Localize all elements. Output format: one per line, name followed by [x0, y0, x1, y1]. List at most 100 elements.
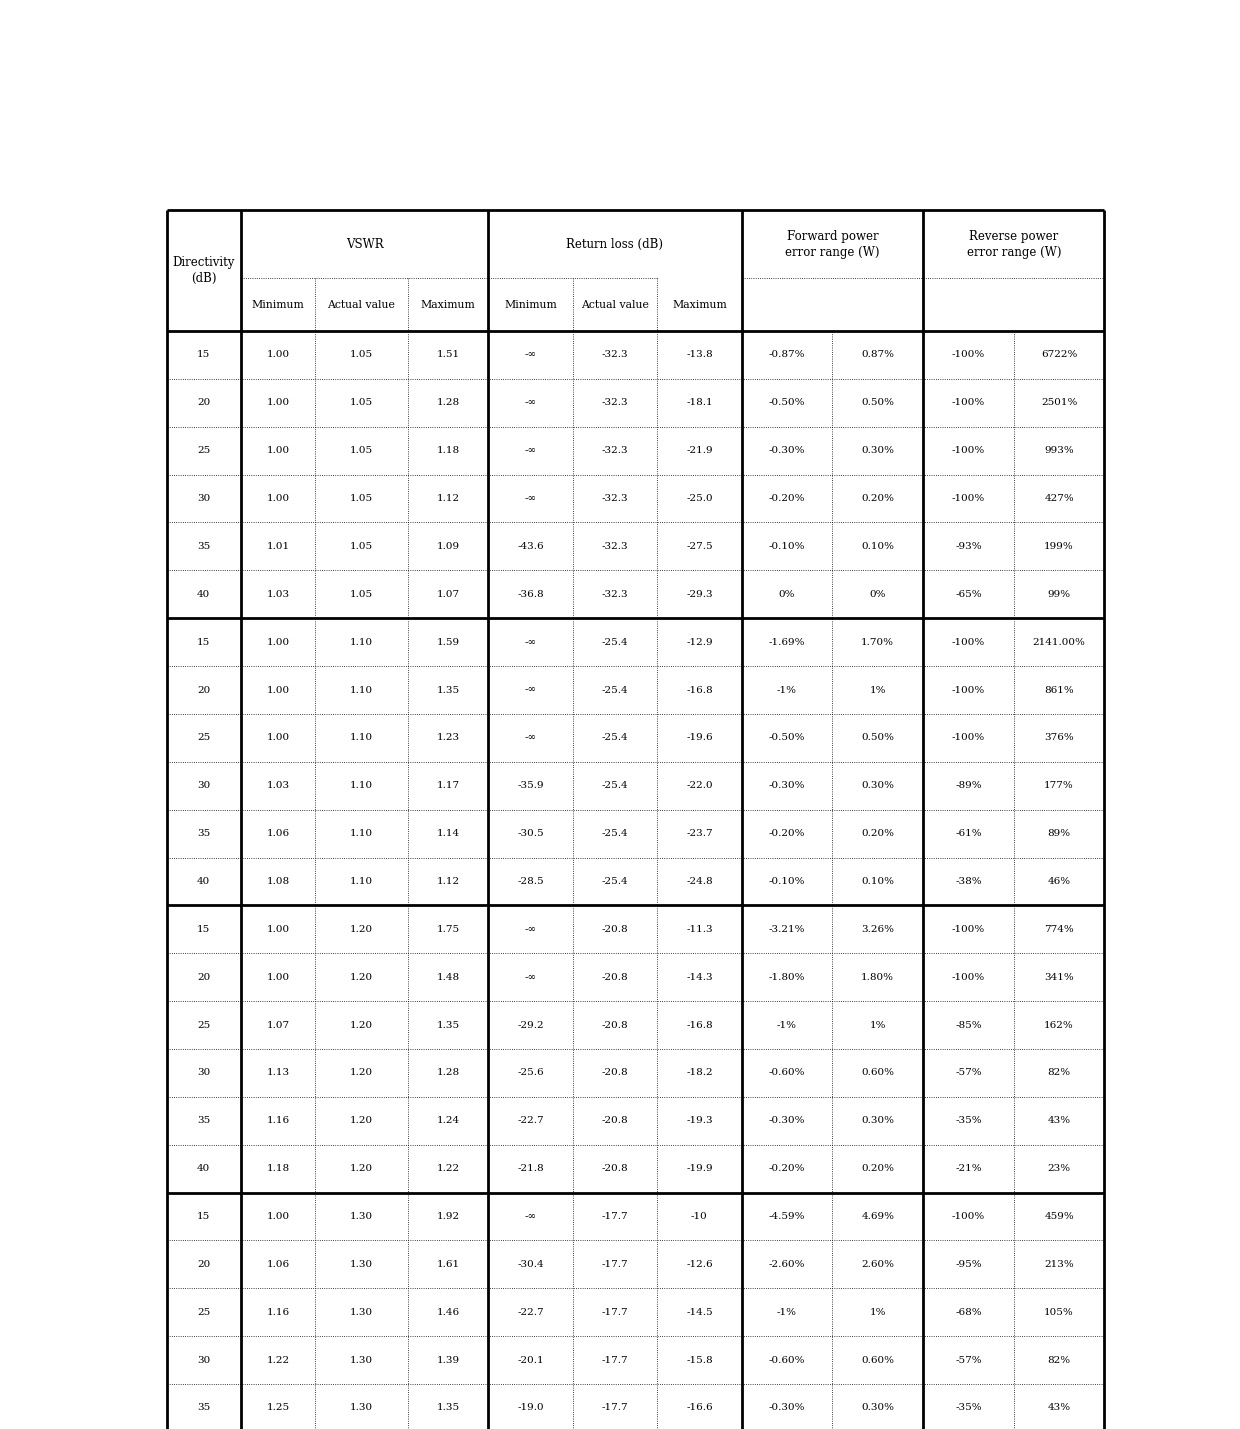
Text: 1.28: 1.28 [436, 399, 460, 407]
Text: 1.10: 1.10 [350, 877, 373, 886]
Text: 1.10: 1.10 [350, 829, 373, 837]
Text: 1%: 1% [869, 1020, 885, 1029]
Text: -0.30%: -0.30% [769, 782, 805, 790]
Text: 82%: 82% [1048, 1356, 1070, 1365]
Text: 1.16: 1.16 [267, 1116, 289, 1125]
Text: 1.06: 1.06 [267, 829, 289, 837]
Text: -2.60%: -2.60% [769, 1260, 805, 1269]
Text: 25: 25 [197, 1020, 211, 1029]
Text: 1.23: 1.23 [436, 733, 460, 743]
Text: 1.05: 1.05 [350, 542, 373, 552]
Text: 1.00: 1.00 [267, 1212, 289, 1220]
Text: -20.8: -20.8 [601, 925, 629, 933]
Text: 1.05: 1.05 [350, 590, 373, 599]
Text: -25.6: -25.6 [517, 1069, 543, 1077]
Text: -32.3: -32.3 [601, 494, 629, 503]
Text: 1.30: 1.30 [350, 1212, 373, 1220]
Text: 15: 15 [197, 350, 211, 360]
Text: 1.10: 1.10 [350, 637, 373, 647]
Text: 376%: 376% [1044, 733, 1074, 743]
Text: -30.4: -30.4 [517, 1260, 543, 1269]
Text: 1.13: 1.13 [267, 1069, 289, 1077]
Text: 1.10: 1.10 [350, 782, 373, 790]
Text: -100%: -100% [952, 446, 985, 456]
Text: 99%: 99% [1048, 590, 1070, 599]
Text: -100%: -100% [952, 1212, 985, 1220]
Text: Maximum: Maximum [420, 300, 475, 310]
Text: 1.00: 1.00 [267, 925, 289, 933]
Text: -11.3: -11.3 [686, 925, 713, 933]
Text: 0.87%: 0.87% [862, 350, 894, 360]
Text: 162%: 162% [1044, 1020, 1074, 1029]
Text: 1.51: 1.51 [436, 350, 460, 360]
Text: -0.30%: -0.30% [769, 1403, 805, 1412]
Text: 1.35: 1.35 [436, 686, 460, 694]
Text: -14.5: -14.5 [686, 1308, 713, 1316]
Text: 40: 40 [197, 877, 211, 886]
Text: 35: 35 [197, 1403, 211, 1412]
Text: -32.3: -32.3 [601, 590, 629, 599]
Text: 20: 20 [197, 1260, 211, 1269]
Text: -32.3: -32.3 [601, 399, 629, 407]
Text: 1%: 1% [869, 1308, 885, 1316]
Text: -65%: -65% [955, 590, 982, 599]
Text: 2501%: 2501% [1040, 399, 1078, 407]
Text: -22.0: -22.0 [686, 782, 713, 790]
Text: 1.16: 1.16 [267, 1308, 289, 1316]
Text: -∞: -∞ [525, 494, 537, 503]
Text: 40: 40 [197, 1165, 211, 1173]
Text: -1%: -1% [777, 1020, 797, 1029]
Text: 1.10: 1.10 [350, 733, 373, 743]
Text: -57%: -57% [955, 1356, 982, 1365]
Text: 1.14: 1.14 [436, 829, 460, 837]
Text: -∞: -∞ [525, 399, 537, 407]
Text: 1.20: 1.20 [350, 973, 373, 982]
Text: 1.80%: 1.80% [862, 973, 894, 982]
Text: 1.09: 1.09 [436, 542, 460, 552]
Text: 35: 35 [197, 1116, 211, 1125]
Text: 1.75: 1.75 [436, 925, 460, 933]
Text: Reverse power
error range (W): Reverse power error range (W) [966, 230, 1061, 259]
Text: -∞: -∞ [525, 350, 537, 360]
Text: -∞: -∞ [525, 733, 537, 743]
Text: 15: 15 [197, 1212, 211, 1220]
Text: 1.48: 1.48 [436, 973, 460, 982]
Text: 199%: 199% [1044, 542, 1074, 552]
Text: 1.18: 1.18 [436, 446, 460, 456]
Text: 1.00: 1.00 [267, 494, 289, 503]
Text: -32.3: -32.3 [601, 446, 629, 456]
Text: 1.22: 1.22 [436, 1165, 460, 1173]
Text: 1%: 1% [869, 686, 885, 694]
Text: 1.70%: 1.70% [862, 637, 894, 647]
Text: 1.39: 1.39 [436, 1356, 460, 1365]
Text: 105%: 105% [1044, 1308, 1074, 1316]
Text: 20: 20 [197, 686, 211, 694]
Text: 1.92: 1.92 [436, 1212, 460, 1220]
Text: 1.59: 1.59 [436, 637, 460, 647]
Text: Minimum: Minimum [252, 300, 304, 310]
Text: -25.4: -25.4 [601, 686, 629, 694]
Text: -29.3: -29.3 [686, 590, 713, 599]
Text: 1.08: 1.08 [267, 877, 289, 886]
Text: 30: 30 [197, 1069, 211, 1077]
Text: 89%: 89% [1048, 829, 1070, 837]
Text: 1.03: 1.03 [267, 782, 289, 790]
Text: -18.1: -18.1 [686, 399, 713, 407]
Text: 15: 15 [197, 925, 211, 933]
Text: 1.30: 1.30 [350, 1356, 373, 1365]
Text: -38%: -38% [955, 877, 982, 886]
Text: 1.05: 1.05 [350, 350, 373, 360]
Text: -35%: -35% [955, 1403, 982, 1412]
Text: -36.8: -36.8 [517, 590, 543, 599]
Text: -30.5: -30.5 [517, 829, 543, 837]
Text: 1.12: 1.12 [436, 494, 460, 503]
Text: 6722%: 6722% [1040, 350, 1078, 360]
Text: 0.50%: 0.50% [862, 399, 894, 407]
Text: 1.20: 1.20 [350, 1020, 373, 1029]
Text: 1.17: 1.17 [436, 782, 460, 790]
Text: -57%: -57% [955, 1069, 982, 1077]
Text: -32.3: -32.3 [601, 542, 629, 552]
Text: -∞: -∞ [525, 446, 537, 456]
Text: 1.05: 1.05 [350, 399, 373, 407]
Text: 1.61: 1.61 [436, 1260, 460, 1269]
